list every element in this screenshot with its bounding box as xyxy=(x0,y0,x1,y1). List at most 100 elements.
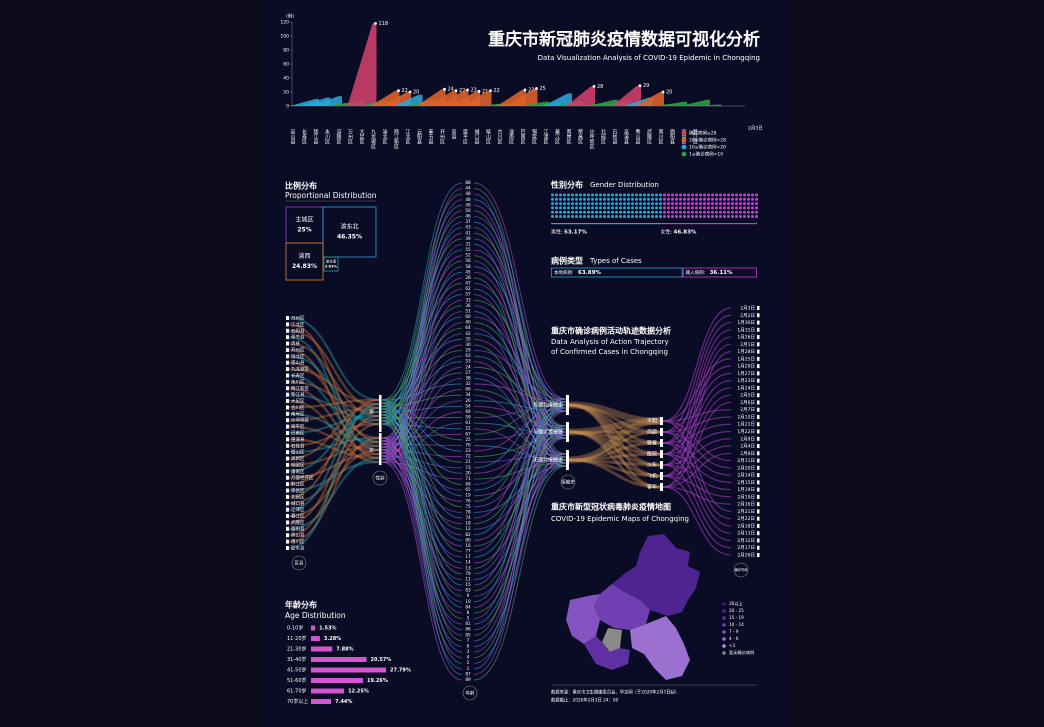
dot xyxy=(711,215,714,218)
dot xyxy=(691,215,694,218)
dot xyxy=(671,206,674,210)
dot xyxy=(651,210,654,214)
dot-group xyxy=(663,193,758,218)
dot xyxy=(703,197,706,201)
age-bar xyxy=(311,688,345,694)
dot xyxy=(727,210,730,214)
age-label: 70 xyxy=(465,442,471,447)
district-label: 高新区 xyxy=(291,455,305,462)
flow xyxy=(662,464,732,491)
dot xyxy=(683,206,686,210)
dot xyxy=(647,215,650,218)
district-label: 江北区 xyxy=(291,321,305,328)
district-label: 万盛经开区 xyxy=(291,474,314,481)
y-tick-label: 20 xyxy=(283,90,289,96)
section-title: 病例类型 xyxy=(551,256,583,266)
map-legend-swatch xyxy=(722,637,726,641)
footer-cutoff: 数据截止：2020年2月3日 24：00 xyxy=(551,697,619,704)
date-node xyxy=(757,444,760,449)
age-label: 73 xyxy=(465,465,471,470)
dot xyxy=(559,215,562,218)
age-label: 13 xyxy=(465,565,471,570)
age-value: 12.25% xyxy=(348,689,369,695)
date-label: 2月2日 xyxy=(740,313,755,319)
dot xyxy=(727,215,730,218)
date-node xyxy=(757,342,760,347)
flow xyxy=(381,299,463,448)
value-label: 22 xyxy=(494,88,500,94)
dot xyxy=(735,206,738,210)
dot xyxy=(655,197,658,201)
flow xyxy=(662,350,732,488)
flow xyxy=(662,438,732,466)
y-tick-label: 100 xyxy=(280,34,289,40)
bar xyxy=(462,90,492,106)
flow xyxy=(288,355,380,426)
contact-node xyxy=(566,422,569,442)
age-bar xyxy=(311,646,333,652)
dot xyxy=(739,215,742,218)
dot xyxy=(567,210,570,214)
dot xyxy=(559,197,562,201)
dot xyxy=(739,210,742,214)
date-node xyxy=(757,306,760,310)
dot xyxy=(731,210,734,214)
dot xyxy=(591,215,594,218)
flow xyxy=(381,283,463,401)
bar xyxy=(543,93,572,106)
age-label: 5 xyxy=(467,616,470,621)
dot xyxy=(655,210,658,214)
dot xyxy=(703,193,706,197)
age-label: 84 xyxy=(465,604,471,609)
dot xyxy=(615,215,618,218)
dot xyxy=(743,210,746,214)
flow xyxy=(662,358,732,422)
age-label: 80 xyxy=(465,537,471,542)
flow xyxy=(381,455,463,670)
map-legend-swatch xyxy=(722,630,726,634)
node-label: 性别 xyxy=(376,475,385,482)
flow xyxy=(288,374,380,448)
date-label: 1月28日 xyxy=(737,349,755,355)
dot xyxy=(623,197,626,201)
x-tick-label: 潼南区 xyxy=(508,128,514,144)
flow xyxy=(662,416,732,433)
dot xyxy=(647,210,650,214)
flow xyxy=(288,316,380,402)
place-node xyxy=(660,428,663,436)
date-label: 2月21日 xyxy=(737,509,755,515)
x-tick-label: 武隆区 xyxy=(646,128,652,144)
age-value: 3.28% xyxy=(324,636,341,642)
age-label: 20 xyxy=(465,470,471,475)
region-value: 46.35% xyxy=(337,234,362,241)
bar-dot xyxy=(408,90,412,94)
value-label: 28 xyxy=(597,84,603,90)
dot xyxy=(755,206,758,210)
dot xyxy=(575,206,578,210)
age-label: 9 xyxy=(467,593,470,598)
dot xyxy=(555,197,558,201)
dot xyxy=(595,215,598,218)
date-label: 2月10日 xyxy=(737,414,755,420)
y-tick-label: 60 xyxy=(283,62,289,68)
x-tick-label: 长寿区 xyxy=(301,128,307,144)
contact-label: 有湖北接触史 xyxy=(533,402,563,409)
dot xyxy=(711,210,714,214)
x-tick-label: 沙坪坝区 xyxy=(589,129,595,149)
flow xyxy=(662,453,732,483)
date-node xyxy=(757,523,760,528)
dot xyxy=(639,193,642,197)
date-node xyxy=(757,385,760,390)
dot xyxy=(599,210,602,214)
map-shape xyxy=(566,534,700,680)
date-node xyxy=(757,487,760,492)
section-subtitle: Data Analysis of Action Trajectory xyxy=(551,338,669,346)
sex-node xyxy=(379,433,382,465)
subtitle: Data Visualization Analysis of COVID-19 … xyxy=(538,54,760,62)
age-label: 37 xyxy=(465,219,471,224)
dot xyxy=(631,206,634,210)
district-label: 长寿区 xyxy=(291,372,305,379)
dot xyxy=(639,215,642,218)
place-label: 火车 xyxy=(647,462,657,469)
flow xyxy=(473,425,567,659)
